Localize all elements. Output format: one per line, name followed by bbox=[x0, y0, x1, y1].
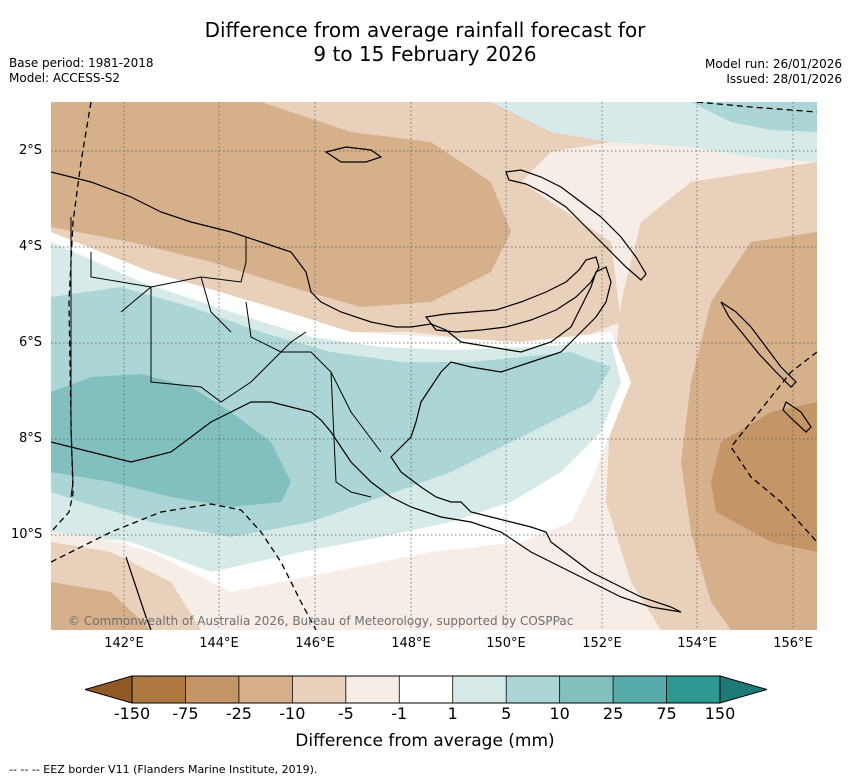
colorbar-cell bbox=[132, 676, 186, 703]
colorbar-label: 1 bbox=[447, 704, 458, 723]
model-name: Model: ACCESS-S2 bbox=[9, 71, 121, 85]
dry-region-east-inner bbox=[711, 402, 817, 552]
colorbar-extend-high bbox=[719, 675, 767, 704]
colorbar-cell bbox=[506, 676, 561, 703]
colorbar-label: 150 bbox=[704, 704, 736, 723]
meta-left: Base period: 1981-2018 Model: ACCESS-S2 bbox=[9, 56, 154, 86]
lon-label-146e: 146°E bbox=[295, 636, 335, 651]
wet-region-inner bbox=[51, 374, 291, 507]
title-line-1: Difference from average rainfall forecas… bbox=[204, 18, 646, 42]
colorbar-cell bbox=[345, 676, 400, 703]
colorbar-cell bbox=[559, 676, 614, 703]
lon-label-154e: 154°E bbox=[677, 636, 717, 651]
lat-label-2s: 2°S bbox=[19, 143, 43, 158]
manus-island-coastline bbox=[324, 146, 383, 163]
colorbar-label: -10 bbox=[279, 704, 306, 723]
lat-label-4s: 4°S bbox=[19, 239, 43, 254]
lat-label-10s: 10°S bbox=[11, 527, 43, 542]
colorbar-cell bbox=[238, 676, 293, 703]
colorbar-label: -1 bbox=[391, 704, 408, 723]
bougainville-coastline bbox=[720, 301, 797, 388]
lon-label-148e: 148°E bbox=[391, 636, 431, 651]
colorbar-cell bbox=[666, 676, 721, 703]
wet-region-northeast-inner bbox=[691, 102, 817, 132]
colorbar-cell bbox=[292, 676, 347, 703]
colorbar-label: 25 bbox=[602, 704, 624, 723]
base-period: Base period: 1981-2018 bbox=[9, 56, 154, 70]
province-borders bbox=[70, 217, 382, 498]
new-ireland-coastline bbox=[505, 169, 647, 281]
cape-york-coastline bbox=[125, 556, 152, 630]
colorbar-cell bbox=[185, 676, 240, 703]
lat-label-8s: 8°S bbox=[19, 431, 43, 446]
colorbar-label: -75 bbox=[172, 704, 199, 723]
meta-right: Model run: 26/01/2026 Issued: 28/01/2026 bbox=[705, 57, 842, 87]
colorbar-label: 75 bbox=[656, 704, 677, 723]
eez-legend-note: -- -- -- EEZ border V11 (Flanders Marine… bbox=[9, 763, 318, 776]
colorbar-label: 10 bbox=[549, 704, 570, 723]
colorbar-cell bbox=[399, 676, 454, 703]
colorbar-label: -150 bbox=[113, 704, 151, 723]
colorbar-cell bbox=[613, 676, 668, 703]
rainfall-map: © Commonwealth of Australia 2026, Bureau… bbox=[51, 102, 817, 630]
map-title: Difference from average rainfall forecas… bbox=[0, 18, 850, 66]
lat-label-6s: 6°S bbox=[19, 335, 43, 350]
gridlines bbox=[51, 102, 817, 630]
lon-label-152e: 152°E bbox=[582, 636, 622, 651]
lon-label-156e: 156°E bbox=[773, 636, 813, 651]
lon-label-142e: 142°E bbox=[104, 636, 144, 651]
colorbar-cell bbox=[452, 676, 507, 703]
colorbar-label: 5 bbox=[501, 704, 512, 723]
lon-label-144e: 144°E bbox=[199, 636, 239, 651]
colorbar bbox=[85, 675, 767, 704]
eez-borders bbox=[51, 102, 817, 630]
solomon-coastline bbox=[782, 401, 812, 433]
title-line-2: 9 to 15 February 2026 bbox=[313, 42, 537, 66]
issued-date: Issued: 28/01/2026 bbox=[726, 72, 842, 86]
colorbar-frame bbox=[131, 675, 721, 704]
new-britain-coastline bbox=[424, 256, 600, 333]
colorbar-label: -25 bbox=[225, 704, 252, 723]
copyright-notice: © Commonwealth of Australia 2026, Bureau… bbox=[68, 614, 574, 628]
colorbar-extend-low bbox=[85, 675, 133, 704]
colorbar-label: -5 bbox=[337, 704, 354, 723]
dry-region-north-inner bbox=[51, 102, 511, 307]
dry-region-southwest-inner bbox=[51, 582, 151, 630]
colorbar-title: Difference from average (mm) bbox=[295, 731, 555, 751]
model-run: Model run: 26/01/2026 bbox=[704, 57, 842, 71]
new-guinea-coastline bbox=[51, 171, 682, 613]
lon-label-150e: 150°E bbox=[486, 636, 526, 651]
map-svg bbox=[51, 102, 817, 630]
